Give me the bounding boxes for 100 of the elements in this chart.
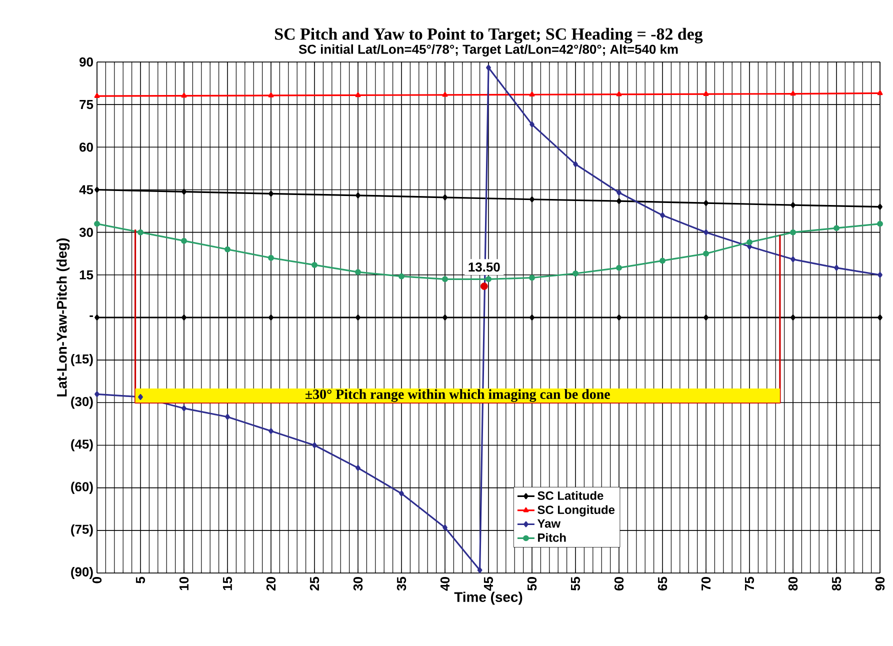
x-tick-label: 20	[266, 577, 276, 590]
point	[94, 93, 100, 98]
point	[703, 91, 709, 96]
point	[704, 200, 708, 206]
point	[225, 414, 230, 420]
point	[616, 314, 622, 320]
point	[477, 567, 482, 574]
point	[878, 204, 882, 210]
y-tick-label: (45)	[71, 439, 93, 452]
point	[486, 64, 491, 71]
x-axis-title: Time (sec)	[454, 592, 522, 605]
point	[486, 276, 492, 282]
x-tick-label: 15	[222, 576, 232, 590]
point	[790, 314, 796, 320]
y-tick-label: (30)	[71, 396, 93, 409]
x-tick-label: 85	[832, 576, 842, 591]
point	[94, 391, 100, 398]
point	[398, 273, 404, 280]
point	[138, 229, 144, 236]
point	[616, 264, 622, 271]
legend-label: Yaw	[537, 519, 561, 528]
point	[224, 246, 230, 252]
point	[268, 428, 274, 434]
chart-title: SC Pitch and Yaw to Point to Target; SC Heading = -82 deg	[275, 28, 703, 44]
y-tick-label: -	[90, 315, 93, 317]
point	[530, 121, 534, 128]
point	[268, 254, 274, 261]
x-tick-label: 90	[875, 577, 885, 590]
x-tick-label: 0	[92, 577, 102, 584]
point	[399, 490, 404, 496]
x-tick-label: 75	[744, 576, 754, 590]
point	[356, 314, 360, 320]
point	[181, 92, 187, 98]
x-tick-label: 70	[701, 577, 711, 590]
x-tick-label: 45	[484, 576, 494, 591]
point	[704, 314, 708, 320]
legend-label: Pitch	[538, 533, 566, 542]
x-tick-label: 30	[353, 577, 363, 591]
x-tick-label: 5	[136, 576, 146, 584]
x-tick-label: 25	[310, 576, 320, 590]
point	[834, 264, 839, 271]
point	[530, 196, 534, 202]
point	[616, 190, 622, 196]
y-tick-label: 15	[80, 270, 94, 280]
band-label: ±30° Pitch range within which imaging can be done	[306, 389, 610, 402]
point	[94, 186, 100, 193]
point	[878, 272, 882, 278]
point	[442, 194, 448, 200]
x-tick-label: 10	[179, 577, 189, 590]
point	[268, 190, 274, 197]
point	[703, 250, 709, 257]
point	[442, 92, 448, 97]
point	[182, 405, 186, 412]
point	[94, 314, 100, 320]
point	[660, 212, 665, 218]
point	[480, 282, 488, 290]
point	[572, 270, 578, 276]
point	[94, 220, 100, 227]
x-tick-label: 55	[570, 576, 580, 591]
y-tick-label: 75	[80, 100, 94, 110]
x-tick-label: 40	[440, 577, 450, 591]
point	[268, 92, 274, 98]
point	[312, 262, 318, 268]
point	[660, 258, 666, 264]
y-tick-label: 60	[80, 142, 93, 152]
y-axis-title: Lat-Lon-Yaw-Pitch (deg)	[56, 238, 70, 396]
point	[182, 314, 186, 320]
point	[877, 220, 883, 227]
point	[442, 524, 448, 531]
legend-label: SC Latitude	[538, 491, 604, 500]
chart-subtitle: SC initial Lat/Lon=45°/78°; Target Lat/Lon=42°/80°; Alt=540 km	[298, 44, 678, 56]
point	[355, 269, 361, 276]
point	[834, 225, 840, 232]
y-tick-label: (15)	[71, 354, 93, 366]
x-tick-label: 80	[788, 577, 798, 591]
point	[616, 91, 622, 96]
point	[746, 239, 752, 246]
point	[704, 229, 708, 236]
point	[356, 464, 360, 471]
point	[530, 314, 534, 320]
point	[877, 90, 883, 96]
x-tick-label: 60	[614, 577, 624, 590]
legend-label: SC Longitude	[538, 505, 615, 516]
point	[790, 256, 796, 262]
point	[268, 314, 274, 320]
y-tick-label: (60)	[71, 482, 93, 494]
y-tick-label: 30	[79, 228, 93, 237]
point	[356, 192, 360, 198]
y-tick-label: 90	[80, 57, 93, 67]
y-tick-label: (90)	[71, 566, 93, 580]
point	[790, 229, 796, 236]
point	[573, 161, 578, 168]
y-tick-label: (75)	[71, 524, 93, 536]
x-tick-label: 50	[527, 577, 537, 591]
point	[616, 198, 622, 204]
x-tick-label: 65	[658, 576, 668, 590]
point	[878, 314, 882, 320]
point	[442, 314, 448, 320]
y-tick-label: 45	[79, 185, 94, 194]
point	[355, 92, 361, 98]
